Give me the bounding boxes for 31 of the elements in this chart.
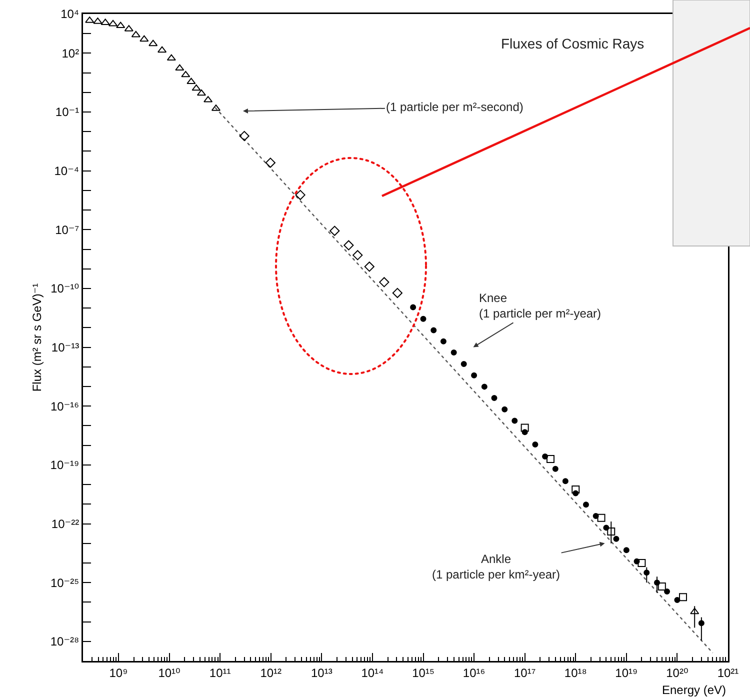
x-tick-label: 10¹⁰ [158, 666, 181, 680]
y-tick-label: 10⁻²² [51, 516, 80, 531]
x-tick-label: 10¹⁸ [564, 666, 587, 680]
x-tick-label: 10⁹ [109, 666, 128, 680]
y-tick-label: 10⁻²⁵ [50, 576, 80, 590]
y-axis-title: Flux (m² sr s GeV)⁻¹ [30, 283, 44, 392]
x-tick-label: 10¹⁴ [361, 666, 384, 680]
x-tick-label: 10¹⁷ [514, 666, 536, 680]
y-tick-label: 10⁻¹⁶ [50, 399, 80, 414]
x-tick-label: 10¹² [260, 666, 282, 680]
annotation: Knee (1 particle per m²-year) [479, 291, 602, 321]
x-tick-label: 10¹⁹ [615, 666, 638, 680]
x-tick-label: 10²⁰ [666, 666, 688, 680]
y-tick-label: 10⁻¹³ [51, 340, 80, 354]
annotation: (1 particle per m²-second) [386, 100, 524, 114]
y-tick-label: 10⁻²⁸ [50, 634, 80, 649]
x-tick-label: 10¹¹ [209, 666, 231, 680]
y-tick-label: 10⁻⁴ [54, 164, 80, 178]
y-tick-label: 10⁻¹⁹ [50, 458, 80, 472]
x-tick-label: 10¹⁵ [412, 666, 434, 680]
y-tick-label: 10² [62, 46, 80, 60]
x-tick-label: 10¹³ [311, 666, 332, 680]
text: Fluxes of Cosmic Rays [500, 35, 644, 52]
y-tick-label: 10⁻¹ [55, 105, 80, 120]
x-tick-label: 10²¹ [717, 666, 739, 680]
annotation: Ankle (1 particle per km²-year) [432, 552, 560, 582]
y-tick-label: 10⁴ [60, 7, 80, 22]
x-tick-label: 10¹⁶ [462, 666, 486, 680]
x-axis-title: Energy (eV) [662, 683, 726, 697]
y-tick-label: 10⁻¹⁰ [50, 282, 80, 296]
y-tick-label: 10⁻⁷ [55, 222, 80, 237]
